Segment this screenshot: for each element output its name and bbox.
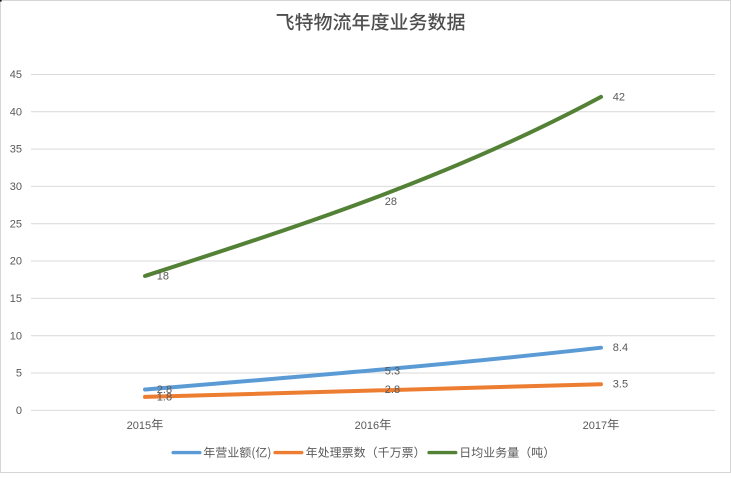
svg-text:10: 10 <box>10 330 22 342</box>
svg-text:20: 20 <box>10 256 22 268</box>
svg-text:30: 30 <box>10 181 22 193</box>
svg-text:2.8: 2.8 <box>157 384 172 396</box>
svg-text:2.8: 2.8 <box>385 384 400 396</box>
svg-text:42: 42 <box>613 91 625 103</box>
svg-text:15: 15 <box>10 293 22 305</box>
svg-text:2017: 2017 <box>583 420 607 432</box>
svg-text:28: 28 <box>385 196 397 208</box>
svg-text:5: 5 <box>16 368 22 380</box>
svg-text:40: 40 <box>10 106 22 118</box>
svg-text:2015: 2015 <box>127 420 151 432</box>
svg-text:8.4: 8.4 <box>613 342 628 354</box>
svg-text:35: 35 <box>10 144 22 156</box>
svg-text:1.8: 1.8 <box>157 391 172 403</box>
svg-text:45: 45 <box>10 69 22 81</box>
svg-text:2016: 2016 <box>355 420 379 432</box>
svg-text:25: 25 <box>10 218 22 230</box>
svg-text:3.5: 3.5 <box>613 379 628 391</box>
svg-text:18: 18 <box>157 271 169 283</box>
svg-text:5.3: 5.3 <box>385 365 400 377</box>
svg-text:0: 0 <box>16 405 22 417</box>
